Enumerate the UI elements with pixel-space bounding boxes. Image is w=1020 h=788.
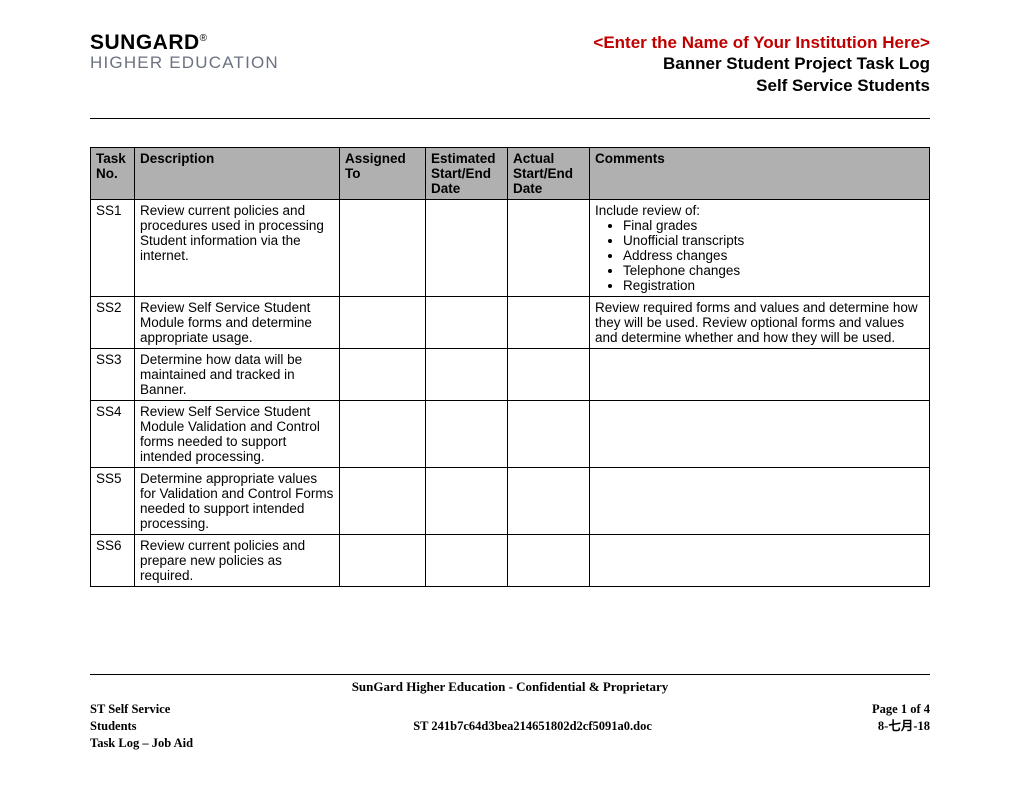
- cell-assigned: [340, 348, 426, 400]
- footer-date: 8-七月-18: [872, 718, 930, 735]
- footer-page-number: Page 1 of 4: [872, 701, 930, 718]
- cell-task-no: SS2: [91, 296, 135, 348]
- confidential-notice: SunGard Higher Education - Confidential …: [90, 679, 930, 695]
- cell-estimated: [426, 348, 508, 400]
- cell-description: Review current policies and prepare new …: [135, 534, 340, 586]
- cell-task-no: SS5: [91, 467, 135, 534]
- cell-description: Review Self Service Student Module Valid…: [135, 400, 340, 467]
- cell-task-no: SS1: [91, 199, 135, 296]
- title-block: <Enter the Name of Your Institution Here…: [593, 32, 930, 96]
- cell-estimated: [426, 400, 508, 467]
- logo-text-1: SUNGARD: [90, 31, 200, 54]
- logo-line1: SUNGARD®: [90, 32, 279, 53]
- institution-placeholder: <Enter the Name of Your Institution Here…: [593, 32, 930, 53]
- cell-task-no: SS4: [91, 400, 135, 467]
- cell-estimated: [426, 199, 508, 296]
- cell-actual: [508, 534, 590, 586]
- footer-left: ST Self Service Students Task Log – Job …: [90, 701, 193, 752]
- footer-row: ST Self Service Students Task Log – Job …: [90, 701, 930, 752]
- cell-comments: [590, 400, 930, 467]
- cell-actual: [508, 199, 590, 296]
- task-table: Task No. Description Assigned To Estimat…: [90, 147, 930, 587]
- cell-actual: [508, 296, 590, 348]
- cell-task-no: SS6: [91, 534, 135, 586]
- footer-right: Page 1 of 4 8-七月-18: [872, 701, 930, 752]
- bullet-item: Registration: [623, 278, 924, 293]
- comments-intro: Include review of:: [595, 203, 700, 218]
- cell-assigned: [340, 467, 426, 534]
- footer-left-1: ST Self Service: [90, 701, 193, 718]
- header-divider: [90, 118, 930, 119]
- col-header-description: Description: [135, 147, 340, 199]
- page-footer: SunGard Higher Education - Confidential …: [90, 674, 930, 752]
- cell-task-no: SS3: [91, 348, 135, 400]
- cell-estimated: [426, 534, 508, 586]
- doc-title-1: Banner Student Project Task Log: [593, 53, 930, 74]
- table-body: SS1 Review current policies and procedur…: [91, 199, 930, 586]
- col-header-actual-date: Actual Start/End Date: [508, 147, 590, 199]
- col-header-estimated-date: Estimated Start/End Date: [426, 147, 508, 199]
- bullet-item: Final grades: [623, 218, 924, 233]
- cell-comments: Include review of: Final grades Unoffici…: [590, 199, 930, 296]
- table-header-row: Task No. Description Assigned To Estimat…: [91, 147, 930, 199]
- table-row: SS4 Review Self Service Student Module V…: [91, 400, 930, 467]
- cell-estimated: [426, 296, 508, 348]
- cell-assigned: [340, 534, 426, 586]
- table-row: SS3 Determine how data will be maintaine…: [91, 348, 930, 400]
- footer-center: ST 241b7c64d3bea214651802d2cf5091a0.doc: [193, 701, 872, 752]
- logo: SUNGARD® HIGHER EDUCATION: [90, 32, 279, 73]
- table-row: SS5 Determine appropriate values for Val…: [91, 467, 930, 534]
- table-row: SS2 Review Self Service Student Module f…: [91, 296, 930, 348]
- cell-description: Determine how data will be maintained an…: [135, 348, 340, 400]
- comments-bullet-list: Final grades Unofficial transcripts Addr…: [595, 218, 924, 293]
- cell-assigned: [340, 199, 426, 296]
- cell-description: Review current policies and procedures u…: [135, 199, 340, 296]
- bullet-item: Telephone changes: [623, 263, 924, 278]
- cell-estimated: [426, 467, 508, 534]
- bullet-item: Address changes: [623, 248, 924, 263]
- cell-actual: [508, 467, 590, 534]
- bullet-item: Unofficial transcripts: [623, 233, 924, 248]
- footer-left-3: Task Log – Job Aid: [90, 735, 193, 752]
- cell-description: Review Self Service Student Module forms…: [135, 296, 340, 348]
- col-header-task-no: Task No.: [91, 147, 135, 199]
- logo-line2: HIGHER EDUCATION: [90, 53, 279, 73]
- cell-description: Determine appropriate values for Validat…: [135, 467, 340, 534]
- cell-comments: [590, 467, 930, 534]
- footer-left-2: Students: [90, 718, 193, 735]
- cell-comments: Review required forms and values and det…: [590, 296, 930, 348]
- logo-registered: ®: [200, 33, 208, 44]
- cell-assigned: [340, 400, 426, 467]
- footer-filename: ST 241b7c64d3bea214651802d2cf5091a0.doc: [193, 718, 872, 735]
- cell-comments: [590, 534, 930, 586]
- cell-actual: [508, 400, 590, 467]
- page-header: SUNGARD® HIGHER EDUCATION <Enter the Nam…: [90, 32, 930, 96]
- col-header-assigned-to: Assigned To: [340, 147, 426, 199]
- table-row: SS6 Review current policies and prepare …: [91, 534, 930, 586]
- cell-actual: [508, 348, 590, 400]
- table-row: SS1 Review current policies and procedur…: [91, 199, 930, 296]
- cell-comments: [590, 348, 930, 400]
- footer-divider: [90, 674, 930, 675]
- col-header-comments: Comments: [590, 147, 930, 199]
- doc-title-2: Self Service Students: [593, 75, 930, 96]
- cell-assigned: [340, 296, 426, 348]
